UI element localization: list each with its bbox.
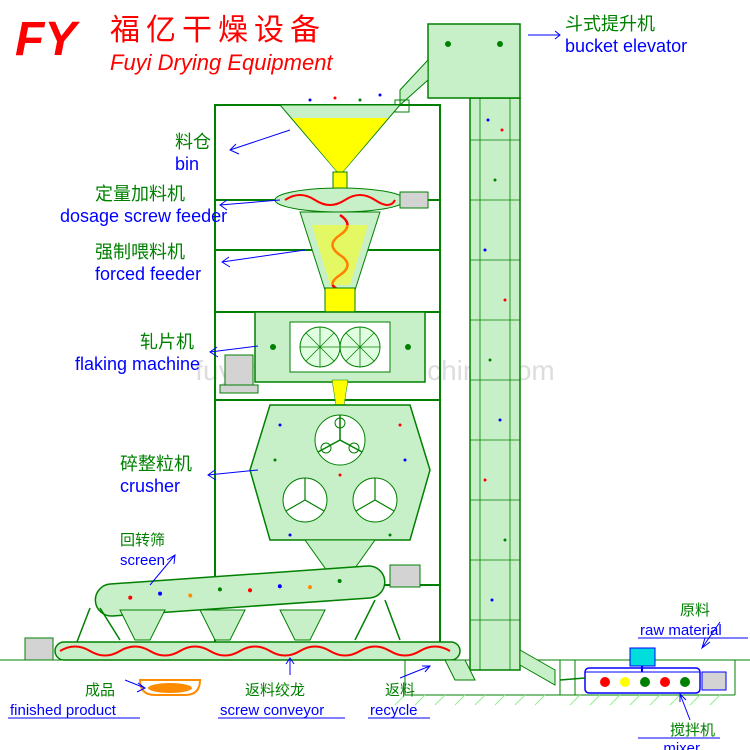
svg-text:搅拌机: 搅拌机 — [670, 722, 715, 739]
svg-text:料仓: 料仓 — [175, 132, 211, 152]
svg-text:轧片机: 轧片机 — [140, 332, 194, 352]
svg-text:raw material: raw material — [640, 622, 722, 639]
svg-text:finished product: finished product — [10, 702, 117, 719]
svg-text:flaking machine: flaking machine — [75, 354, 200, 374]
logo: FY 福亿干燥设备 Fuyi Drying Equipment — [15, 13, 333, 75]
svg-text:返料: 返料 — [385, 682, 415, 699]
svg-text:返料绞龙: 返料绞龙 — [245, 682, 305, 699]
dosage-screw-feeder — [275, 188, 428, 212]
logo-fy: FY — [15, 13, 80, 66]
svg-text:成品: 成品 — [85, 682, 115, 699]
svg-text:bucket elevator: bucket elevator — [565, 36, 687, 56]
svg-text:screw conveyor: screw conveyor — [220, 702, 324, 719]
svg-text:bin: bin — [175, 154, 199, 174]
logo-en: Fuyi Drying Equipment — [110, 50, 333, 75]
svg-text:回转筛: 回转筛 — [120, 532, 165, 549]
svg-text:screen: screen — [120, 552, 165, 569]
svg-text:原料: 原料 — [680, 602, 710, 619]
svg-text:crusher: crusher — [120, 476, 180, 496]
svg-text:mixer: mixer — [663, 740, 700, 750]
svg-text:dosage screw feeder: dosage screw feeder — [60, 206, 227, 226]
svg-text:recycle: recycle — [370, 702, 418, 719]
svg-text:斗式提升机: 斗式提升机 — [565, 14, 655, 34]
logo-cn: 福亿干燥设备 — [110, 14, 326, 47]
svg-text:forced feeder: forced feeder — [95, 264, 201, 284]
svg-text:碎整粒机: 碎整粒机 — [120, 454, 192, 474]
svg-text:强制喂料机: 强制喂料机 — [95, 242, 185, 262]
process-diagram: FY 福亿干燥设备 Fuyi Drying Equipment fuyimt.e… — [0, 0, 750, 750]
svg-text:定量加料机: 定量加料机 — [95, 184, 185, 204]
